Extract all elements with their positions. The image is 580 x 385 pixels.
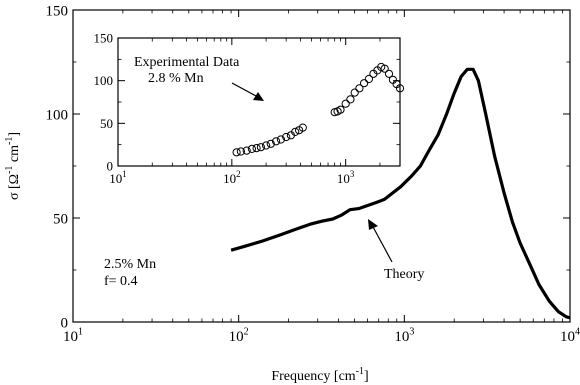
experimental-data-point bbox=[350, 88, 359, 97]
main-x-tick-label: 104 bbox=[560, 326, 580, 345]
experimental-data-point bbox=[384, 69, 394, 78]
theory-series-line bbox=[230, 67, 571, 320]
inset-series bbox=[232, 62, 405, 157]
experimental-data-point bbox=[276, 135, 285, 144]
experimental-data-point bbox=[252, 144, 261, 153]
y-axis-title: σ [Ω-1 cm-1] bbox=[4, 132, 22, 200]
experimental-data-point bbox=[360, 79, 369, 88]
main-series bbox=[230, 67, 571, 320]
experimental-data-point bbox=[242, 146, 251, 155]
main-x-tick-label: 103 bbox=[394, 326, 414, 345]
main-y-tick-label: 100 bbox=[46, 107, 69, 123]
inset-x-tick-label: 102 bbox=[223, 169, 241, 186]
experimental-data-point bbox=[282, 132, 291, 142]
experimental-data-point bbox=[364, 74, 373, 84]
x-axis-title: Frequency [cm-1] bbox=[271, 366, 368, 384]
theory-arrow bbox=[368, 219, 393, 263]
experimental-data-point bbox=[355, 84, 364, 93]
experimental-data-point bbox=[346, 95, 355, 104]
experimental-data-point bbox=[262, 141, 271, 150]
theory-label: Theory bbox=[384, 267, 424, 282]
main-y-tick-label: 0 bbox=[61, 315, 69, 331]
experimental-data-point bbox=[395, 84, 405, 93]
experimental-data-point bbox=[298, 123, 307, 132]
inset-y-tick-label: 0 bbox=[107, 159, 114, 174]
inset-annotation-line2: 2.8 % Mn bbox=[148, 71, 204, 86]
main-y-tick-label: 50 bbox=[53, 211, 68, 227]
experimental-data-point bbox=[256, 143, 265, 152]
inset-arrow bbox=[231, 82, 264, 101]
experimental-data-point bbox=[341, 99, 350, 108]
inset-x-tick-label: 103 bbox=[337, 169, 355, 186]
experimental-data-point bbox=[247, 144, 256, 153]
experimental-data-point bbox=[232, 148, 241, 157]
main-y-tick-label: 150 bbox=[46, 3, 69, 19]
inset-annotation-line1: Experimental Data bbox=[134, 55, 240, 70]
experimental-data-point bbox=[380, 64, 389, 73]
inset-y-tick-label: 100 bbox=[94, 73, 114, 88]
main-annotation-line2: f= 0.4 bbox=[104, 274, 138, 289]
inset-y-tick-label: 50 bbox=[100, 116, 113, 131]
main-annotation-line1: 2.5% Mn bbox=[104, 257, 156, 272]
experimental-data-point bbox=[272, 137, 281, 146]
inset-y-tick-label: 150 bbox=[94, 31, 114, 46]
main-x-tick-label: 102 bbox=[229, 326, 249, 345]
experimental-data-point bbox=[266, 139, 275, 148]
experimental-data-point bbox=[236, 147, 245, 156]
experimental-data-point bbox=[336, 105, 345, 114]
experimental-data-point bbox=[291, 127, 300, 136]
